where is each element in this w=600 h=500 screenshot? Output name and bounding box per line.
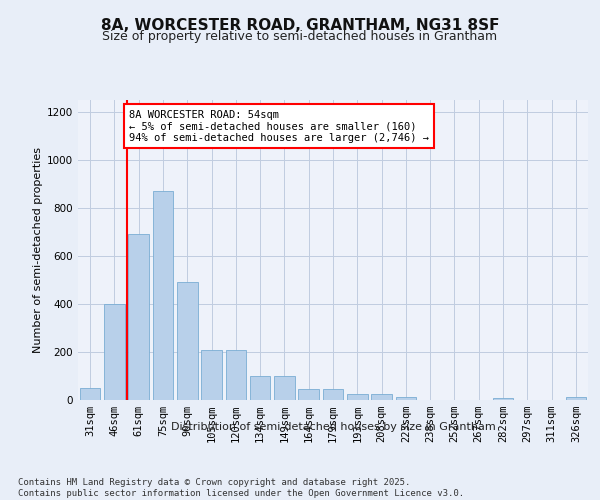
Bar	[226, 350, 246, 400]
Bar	[128, 234, 149, 400]
Bar	[347, 394, 368, 400]
Text: Size of property relative to semi-detached houses in Grantham: Size of property relative to semi-detach…	[103, 30, 497, 43]
Bar	[104, 304, 125, 400]
Bar	[566, 397, 586, 400]
Bar	[201, 350, 222, 400]
Bar	[395, 397, 416, 400]
Text: Distribution of semi-detached houses by size in Grantham: Distribution of semi-detached houses by …	[170, 422, 496, 432]
Bar	[250, 376, 271, 400]
Text: 8A WORCESTER ROAD: 54sqm
← 5% of semi-detached houses are smaller (160)
94% of s: 8A WORCESTER ROAD: 54sqm ← 5% of semi-de…	[129, 110, 429, 143]
Bar	[274, 376, 295, 400]
Bar	[298, 388, 319, 400]
Bar	[493, 398, 514, 400]
Bar	[152, 191, 173, 400]
Bar	[177, 282, 197, 400]
Y-axis label: Number of semi-detached properties: Number of semi-detached properties	[33, 147, 43, 353]
Bar	[371, 394, 392, 400]
Bar	[323, 388, 343, 400]
Text: 8A, WORCESTER ROAD, GRANTHAM, NG31 8SF: 8A, WORCESTER ROAD, GRANTHAM, NG31 8SF	[101, 18, 499, 32]
Text: Contains HM Land Registry data © Crown copyright and database right 2025.
Contai: Contains HM Land Registry data © Crown c…	[18, 478, 464, 498]
Bar	[80, 388, 100, 400]
